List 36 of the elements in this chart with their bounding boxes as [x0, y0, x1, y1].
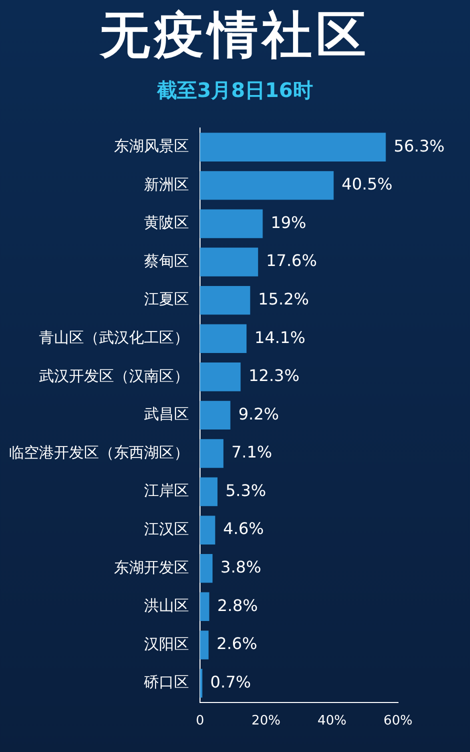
- data-label: 5.3%: [225, 480, 266, 500]
- y-tick-label: 江汉区: [144, 520, 189, 538]
- data-label: 4.6%: [223, 519, 264, 538]
- y-tick-label: 江夏区: [144, 290, 189, 308]
- data-label: 2.6%: [216, 634, 258, 654]
- y-tick-label: 临空港开发区（东西湖区）: [9, 443, 189, 462]
- y-tick-label: 青山区（武汉化工区）: [39, 328, 189, 347]
- y-tick-label: 硚口区: [143, 673, 189, 692]
- y-tick-label: 汉阳区: [144, 634, 189, 653]
- y-tick-label: 东湖开发区: [114, 558, 189, 576]
- y-tick-label: 洪山区: [144, 596, 189, 615]
- chart-title: 无疫情社区: [98, 5, 371, 66]
- data-label: 0.7%: [210, 672, 251, 692]
- data-label: 56.3%: [394, 136, 445, 156]
- x-tick-label: 40%: [318, 714, 346, 729]
- y-tick-label: 东湖风景区: [114, 137, 189, 156]
- data-label: 12.3%: [248, 366, 300, 386]
- data-label: 19%: [270, 212, 306, 232]
- data-label: 14.1%: [254, 328, 306, 347]
- data-label: 40.5%: [342, 174, 392, 194]
- data-label: 15.2%: [258, 289, 309, 308]
- data-label: 9.2%: [238, 404, 280, 424]
- y-tick-label: 武汉开发区（汉南区）: [39, 366, 189, 385]
- x-tick-label: 20%: [252, 714, 280, 729]
- y-tick-label: 蔡甸区: [144, 252, 189, 270]
- data-label: 3.8%: [220, 558, 262, 577]
- chart-subtitle: 截至3月8日16时: [156, 77, 314, 104]
- y-tick-label: 新洲区: [144, 175, 189, 194]
- y-tick-label: 武昌区: [144, 405, 189, 424]
- data-label: 2.8%: [217, 596, 258, 615]
- x-tick-label: 60%: [384, 714, 412, 729]
- y-tick-label: 黄陂区: [144, 214, 189, 232]
- y-tick-label: 江岸区: [144, 482, 189, 500]
- data-label: 17.6%: [266, 251, 317, 270]
- data-label: 7.1%: [231, 442, 272, 462]
- x-tick-label: 0: [196, 714, 204, 729]
